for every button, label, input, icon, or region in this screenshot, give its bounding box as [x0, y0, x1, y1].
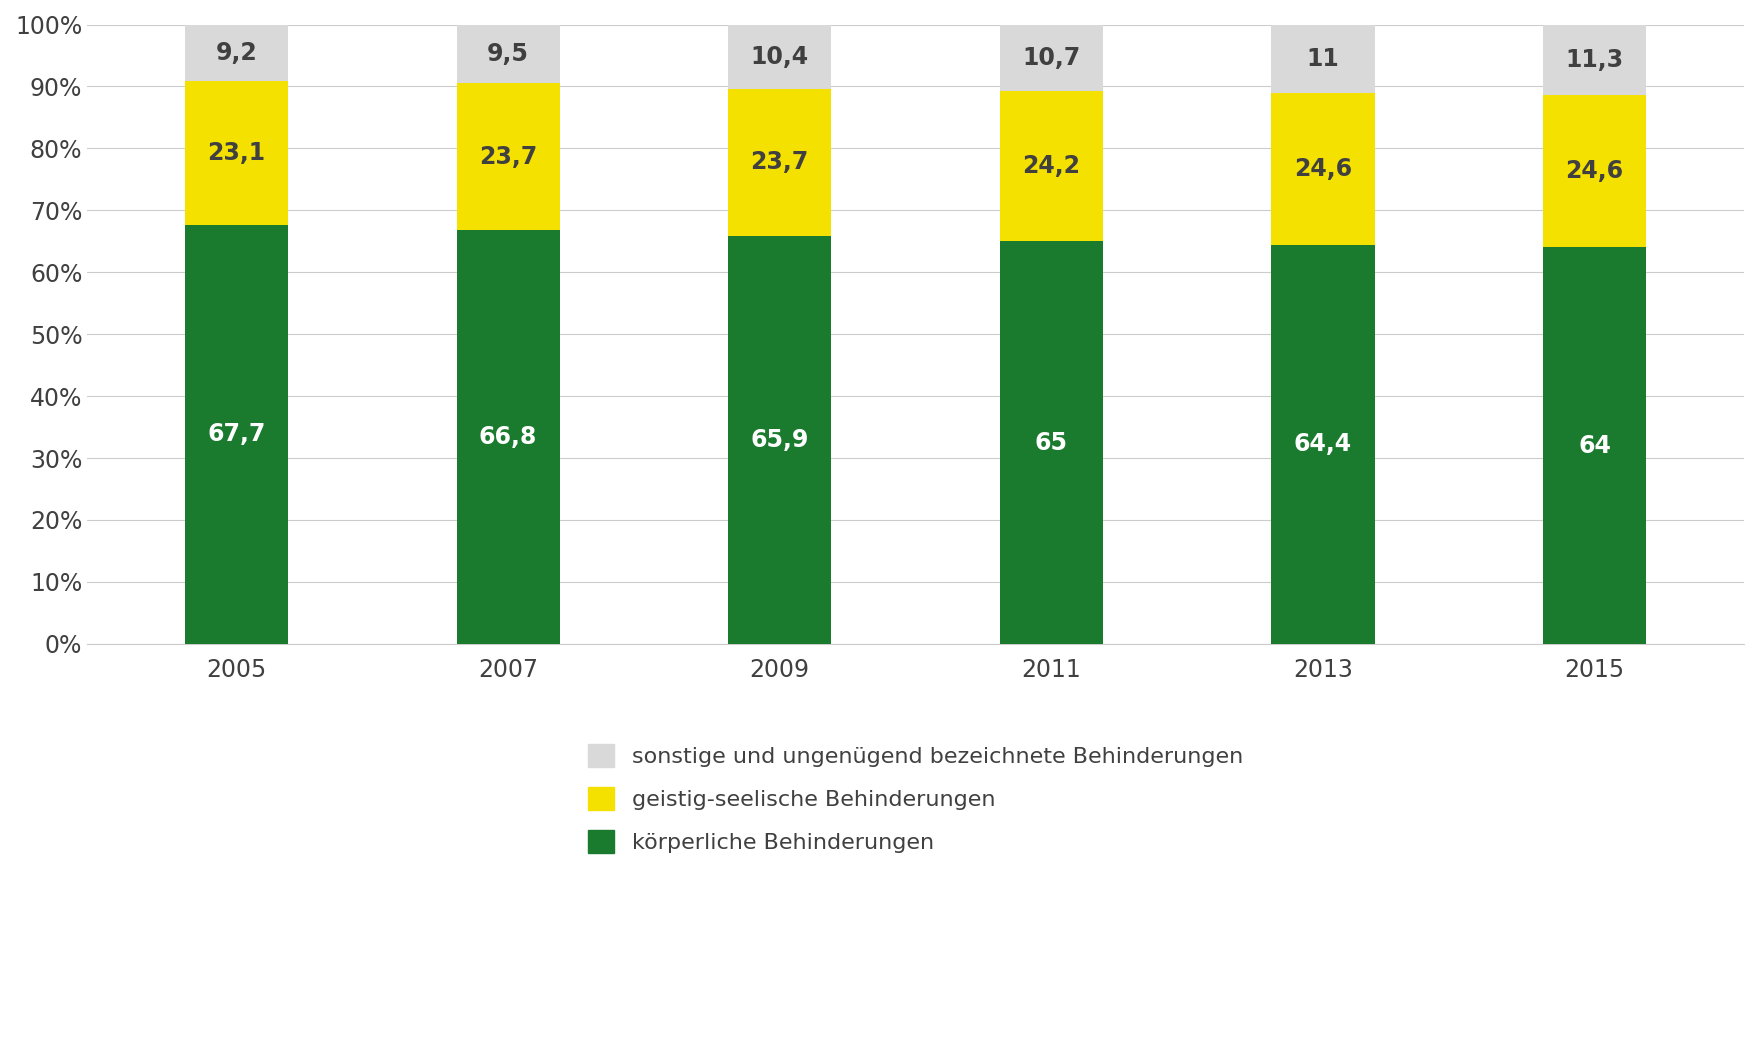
Text: 64,4: 64,4 [1295, 432, 1353, 457]
Bar [457, 24, 559, 83]
Text: 24,6: 24,6 [1566, 159, 1624, 184]
Bar [1272, 24, 1374, 92]
Bar [999, 91, 1103, 241]
Bar [457, 230, 559, 644]
Text: 23,7: 23,7 [478, 144, 536, 169]
Text: 11: 11 [1307, 47, 1339, 70]
Text: 24,2: 24,2 [1022, 154, 1080, 178]
Bar [1543, 247, 1646, 644]
Bar [1543, 96, 1646, 247]
Bar [1272, 245, 1374, 644]
Text: 9,5: 9,5 [487, 41, 529, 66]
Text: 64: 64 [1578, 433, 1611, 458]
Bar [728, 24, 832, 89]
Bar [1543, 25, 1646, 96]
Bar [999, 25, 1103, 91]
Bar [185, 224, 288, 644]
Legend: sonstige und ungenügend bezeichnete Behinderungen, geistig-seelische Behinderung: sonstige und ungenügend bezeichnete Behi… [579, 736, 1252, 862]
Text: 67,7: 67,7 [208, 423, 266, 446]
Bar [1272, 92, 1374, 245]
Bar [457, 83, 559, 230]
Text: 65,9: 65,9 [751, 428, 809, 451]
Text: 9,2: 9,2 [216, 41, 257, 65]
Bar [728, 236, 832, 644]
Text: 23,1: 23,1 [208, 141, 266, 165]
Bar [728, 89, 832, 236]
Text: 10,7: 10,7 [1022, 47, 1080, 70]
Text: 24,6: 24,6 [1295, 157, 1353, 181]
Text: 10,4: 10,4 [751, 45, 809, 69]
Text: 65: 65 [1034, 430, 1068, 455]
Bar [185, 82, 288, 224]
Text: 66,8: 66,8 [478, 425, 536, 449]
Text: 11,3: 11,3 [1566, 48, 1624, 72]
Text: 23,7: 23,7 [751, 151, 809, 174]
Bar [185, 24, 288, 82]
Bar [999, 241, 1103, 644]
